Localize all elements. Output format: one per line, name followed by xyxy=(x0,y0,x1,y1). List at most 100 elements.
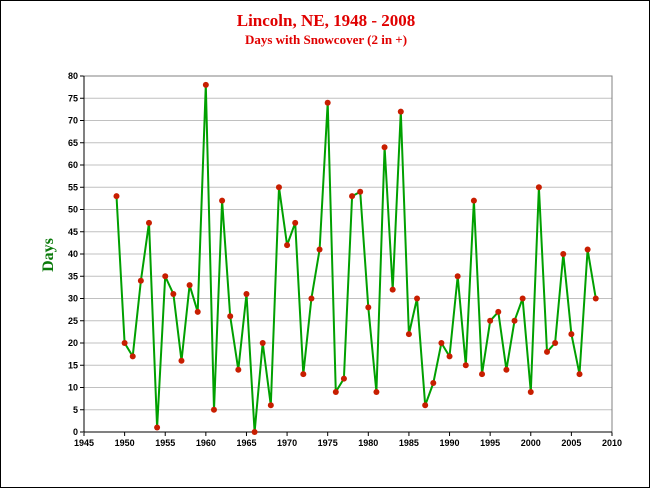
data-point xyxy=(422,402,429,409)
data-point xyxy=(202,81,209,88)
data-point xyxy=(170,291,177,298)
y-tick-label: 75 xyxy=(68,93,78,103)
x-tick-label: 2000 xyxy=(521,438,541,448)
data-point xyxy=(178,357,185,364)
data-point xyxy=(584,246,591,253)
x-tick-label: 1950 xyxy=(115,438,135,448)
data-point xyxy=(454,273,461,280)
y-tick-label: 15 xyxy=(68,360,78,370)
x-tick-label: 1970 xyxy=(277,438,297,448)
data-series xyxy=(113,81,599,435)
x-tick-label: 1960 xyxy=(196,438,216,448)
data-point xyxy=(235,366,242,373)
y-tick-label: 60 xyxy=(68,160,78,170)
y-tick-label: 30 xyxy=(68,294,78,304)
data-point xyxy=(592,295,599,302)
data-point xyxy=(137,277,144,284)
data-point xyxy=(300,371,307,378)
data-point xyxy=(470,197,477,204)
x-tick-label: 1945 xyxy=(74,438,94,448)
axes xyxy=(80,75,613,436)
data-point xyxy=(251,429,258,435)
chart-subtitle: Days with Snowcover (2 in +) xyxy=(245,32,407,47)
data-point xyxy=(479,371,486,378)
y-tick-label: 40 xyxy=(68,249,78,259)
y-tick-label: 55 xyxy=(68,182,78,192)
data-point xyxy=(357,188,364,195)
data-point xyxy=(446,353,453,360)
data-point xyxy=(267,402,274,409)
x-tick-label: 2010 xyxy=(602,438,622,448)
x-tick-label: 1975 xyxy=(318,438,338,448)
data-point xyxy=(535,184,542,191)
data-point xyxy=(227,313,234,320)
tick-labels: 0 5 10 15 20 25 30 35 40 45 50 55 60 65 70 75 80 1945 1950… xyxy=(68,71,622,448)
y-tick-label: 25 xyxy=(68,316,78,326)
x-tick-label: 1980 xyxy=(358,438,378,448)
data-point xyxy=(162,273,169,280)
data-point xyxy=(576,371,583,378)
gridlines xyxy=(84,75,612,433)
data-point xyxy=(519,295,526,302)
data-point xyxy=(414,295,421,302)
data-point xyxy=(495,308,502,315)
y-tick-label: 35 xyxy=(68,271,78,281)
data-point xyxy=(503,366,510,373)
data-point xyxy=(365,304,372,311)
data-point xyxy=(121,340,128,346)
y-tick-label: 50 xyxy=(68,205,78,215)
data-point xyxy=(316,246,323,253)
data-point xyxy=(210,406,217,413)
data-point xyxy=(462,362,469,369)
data-point xyxy=(552,340,559,346)
x-tick-label: 2005 xyxy=(561,438,581,448)
series-line xyxy=(115,83,597,433)
y-tick-label: 20 xyxy=(68,338,78,348)
data-point xyxy=(332,388,339,395)
data-point xyxy=(511,317,518,324)
chart-title: Lincoln, NE, 1948 - 2008 xyxy=(237,11,416,30)
y-tick-label: 65 xyxy=(68,138,78,148)
data-point xyxy=(340,375,347,382)
data-point xyxy=(373,388,380,395)
data-point xyxy=(560,251,567,257)
data-point xyxy=(194,308,201,315)
data-point xyxy=(568,331,575,338)
data-point xyxy=(430,380,437,387)
y-tick-label: 70 xyxy=(68,116,78,126)
data-point xyxy=(487,317,494,324)
data-point xyxy=(389,286,396,293)
data-point xyxy=(259,340,266,346)
data-point xyxy=(186,282,193,289)
data-point xyxy=(113,193,120,200)
data-point xyxy=(405,331,412,338)
data-point xyxy=(324,99,331,106)
data-point xyxy=(527,388,534,395)
data-point xyxy=(154,424,161,431)
y-axis-label: Days xyxy=(40,238,57,272)
data-point xyxy=(438,340,445,346)
data-point xyxy=(219,197,226,204)
x-tick-label: 1990 xyxy=(440,438,460,448)
data-point xyxy=(284,242,291,249)
x-tick-label: 1955 xyxy=(155,438,175,448)
y-tick-label: 5 xyxy=(73,405,78,415)
x-tick-label: 1995 xyxy=(480,438,500,448)
data-point xyxy=(308,295,315,302)
y-tick-label: 10 xyxy=(68,383,78,393)
x-tick-label: 1985 xyxy=(399,438,419,448)
data-point xyxy=(381,144,388,151)
data-point xyxy=(129,353,136,360)
data-point xyxy=(544,348,551,355)
data-point xyxy=(349,193,356,200)
data-point xyxy=(275,184,282,191)
x-tick-label: 1965 xyxy=(236,438,256,448)
y-tick-label: 45 xyxy=(68,227,78,237)
data-point xyxy=(292,219,299,226)
data-point xyxy=(397,108,404,115)
y-tick-label: 0 xyxy=(73,427,78,437)
data-point xyxy=(243,291,250,298)
data-point xyxy=(145,219,152,226)
